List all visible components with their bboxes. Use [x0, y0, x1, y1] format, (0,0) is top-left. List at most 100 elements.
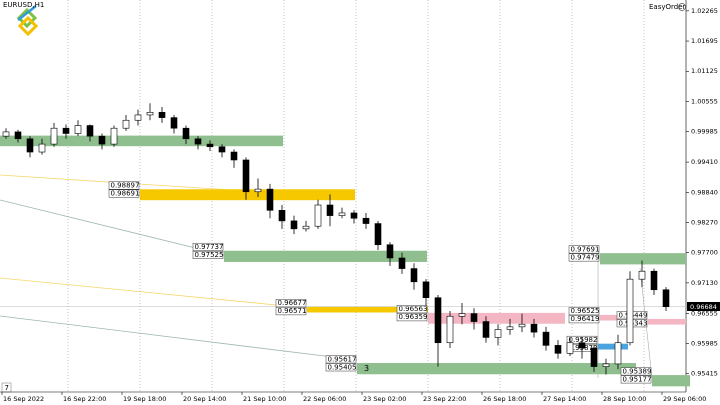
price-label-box: [192, 242, 224, 251]
zone: [600, 253, 686, 265]
y-tick-label: 0.95985: [691, 340, 718, 348]
candle-body: [26, 138, 34, 153]
zone-text: 3: [364, 364, 369, 373]
zone: [428, 312, 565, 324]
candle-body: [302, 225, 310, 230]
logo: [16, 5, 39, 37]
symbol-title: EURUSD,H1: [3, 1, 44, 9]
x-tick-label: 20 Sep 14:00: [183, 395, 226, 403]
candle-body: [542, 331, 550, 346]
plugin-icon[interactable]: [678, 3, 686, 11]
price-label: 0.96525: [571, 307, 600, 315]
x-tick-label: 29 Sep 06:00: [663, 395, 706, 403]
price-label-box: [108, 189, 140, 198]
price-label-box: [568, 245, 600, 254]
candle-body: [470, 313, 478, 322]
candle-body: [350, 212, 358, 219]
y-tick-label: 0.97700: [691, 249, 718, 257]
last-price-box: [687, 302, 720, 312]
candle-body: [506, 326, 514, 330]
candle-body: [554, 345, 562, 354]
price-label-box: [568, 315, 600, 324]
candle-body: [458, 313, 466, 317]
price-label: 0.97691: [571, 245, 600, 253]
candle-body: [86, 125, 94, 137]
x-tick-label: 21 Sep 10:00: [243, 395, 286, 403]
x-tick-label: 27 Sep 14:00: [543, 395, 586, 403]
candle-body: [398, 257, 406, 269]
candle-body: [518, 323, 526, 328]
last-price-label: 0.96684: [690, 303, 717, 311]
candle-body: [98, 135, 106, 145]
candle-body: [278, 210, 286, 222]
y-tick-label: 0.99985: [691, 128, 718, 136]
zone: [598, 343, 628, 350]
price-label-box: [275, 307, 307, 316]
y-tick-label: 1.01125: [691, 67, 718, 75]
price-label-box: [275, 299, 307, 308]
price-label: 0.96419: [571, 315, 600, 323]
zone: [648, 318, 686, 325]
price-label-box: [568, 253, 600, 262]
candle-body: [146, 112, 154, 116]
logo-shape: [17, 15, 39, 37]
candle-body: [194, 138, 202, 145]
zone: [224, 250, 427, 262]
price-label: 0.95617: [328, 355, 357, 363]
corner-number[interactable]: 7: [5, 384, 9, 392]
y-tick-label: 0.95415: [691, 370, 718, 378]
x-tick-label: 28 Sep 10:00: [603, 395, 646, 403]
y-tick-label: 0.98270: [691, 218, 718, 226]
candle-body: [218, 146, 226, 153]
price-label-box: [396, 313, 428, 322]
plugin-label[interactable]: EasyOrder: [649, 3, 686, 11]
candle-body: [110, 127, 118, 145]
zone: [600, 314, 620, 321]
y-tick-label: 1.02265: [691, 7, 718, 15]
x-tick-label: 22 Sep 06:00: [303, 395, 346, 403]
price-label-box: [620, 375, 652, 384]
candle-body: [446, 315, 454, 344]
candle-body: [62, 127, 70, 134]
price-label: 0.98897: [111, 182, 140, 190]
trend-line: [0, 199, 225, 256]
x-tick-label: 26 Sep 18:00: [483, 395, 526, 403]
candle-body: [338, 212, 346, 216]
candle-body: [38, 143, 46, 153]
price-label-box: [325, 363, 357, 372]
candle-body: [482, 321, 490, 338]
candle-body: [590, 347, 598, 367]
candle-body: [314, 204, 322, 227]
candle-body: [2, 131, 10, 137]
y-tick-label: 1.01695: [691, 37, 718, 45]
zone: [140, 189, 355, 201]
price-label: 0.96677: [278, 299, 307, 307]
logo-shape: [16, 7, 38, 29]
price-label-box: [568, 307, 600, 316]
candle-body: [290, 220, 298, 230]
candle-body: [566, 342, 574, 354]
x-tick-label: 19 Sep 18:00: [123, 395, 166, 403]
candle-body: [170, 117, 178, 129]
candle-body: [374, 223, 382, 246]
candle-body: [614, 342, 622, 365]
candle-body: [662, 289, 670, 308]
y-tick-label: 0.97130: [691, 279, 718, 287]
candle-body: [626, 278, 634, 344]
candle-body: [14, 131, 22, 140]
y-tick-label: 1.00555: [691, 97, 718, 105]
price-label: 0.95405: [328, 363, 357, 371]
zone-band: [0, 135, 283, 147]
price-label-box: [192, 250, 224, 259]
y-tick-label: 0.99410: [691, 158, 718, 166]
candle-body: [494, 329, 502, 338]
zone: [307, 306, 428, 313]
candle-body: [638, 270, 646, 280]
trend-line: [0, 315, 358, 361]
price-label-box: [108, 181, 140, 190]
candle-body: [602, 363, 610, 367]
logo-shape: [17, 5, 37, 21]
candle-body: [74, 125, 82, 134]
zone: [652, 375, 690, 387]
